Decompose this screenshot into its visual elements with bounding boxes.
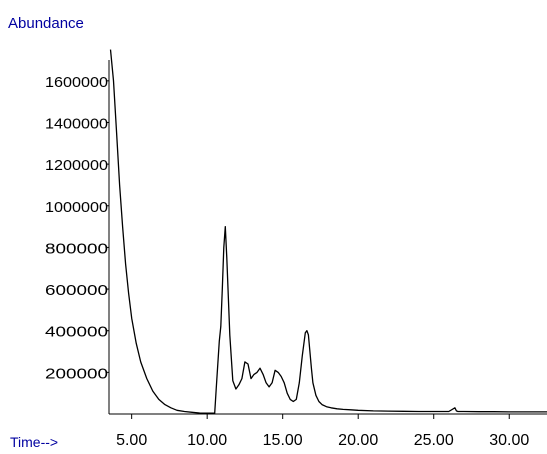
y-axis-title: Abundance: [8, 15, 84, 32]
x-tick-label: 20.00: [338, 432, 378, 449]
x-tick-label: 10.00: [187, 432, 227, 449]
y-tick-label: 1200000: [45, 157, 108, 174]
y-tick-label: 200000: [45, 365, 108, 382]
y-tick-label: 800000: [45, 240, 108, 257]
y-tick-label: 1400000: [45, 115, 108, 132]
chromatogram-trace: [109, 49, 547, 414]
y-tick-label: 600000: [45, 282, 108, 299]
x-tick-label: 5.00: [116, 432, 147, 449]
y-tick-label: 1600000: [45, 74, 108, 91]
y-tick-label: 400000: [45, 324, 108, 341]
x-tick-label: 25.00: [414, 432, 454, 449]
x-axis-title: Time-->: [10, 434, 58, 450]
x-tick-label: 15.00: [263, 432, 303, 449]
y-tick-label: 1000000: [45, 199, 108, 216]
x-tick-label: 30.00: [489, 432, 529, 449]
